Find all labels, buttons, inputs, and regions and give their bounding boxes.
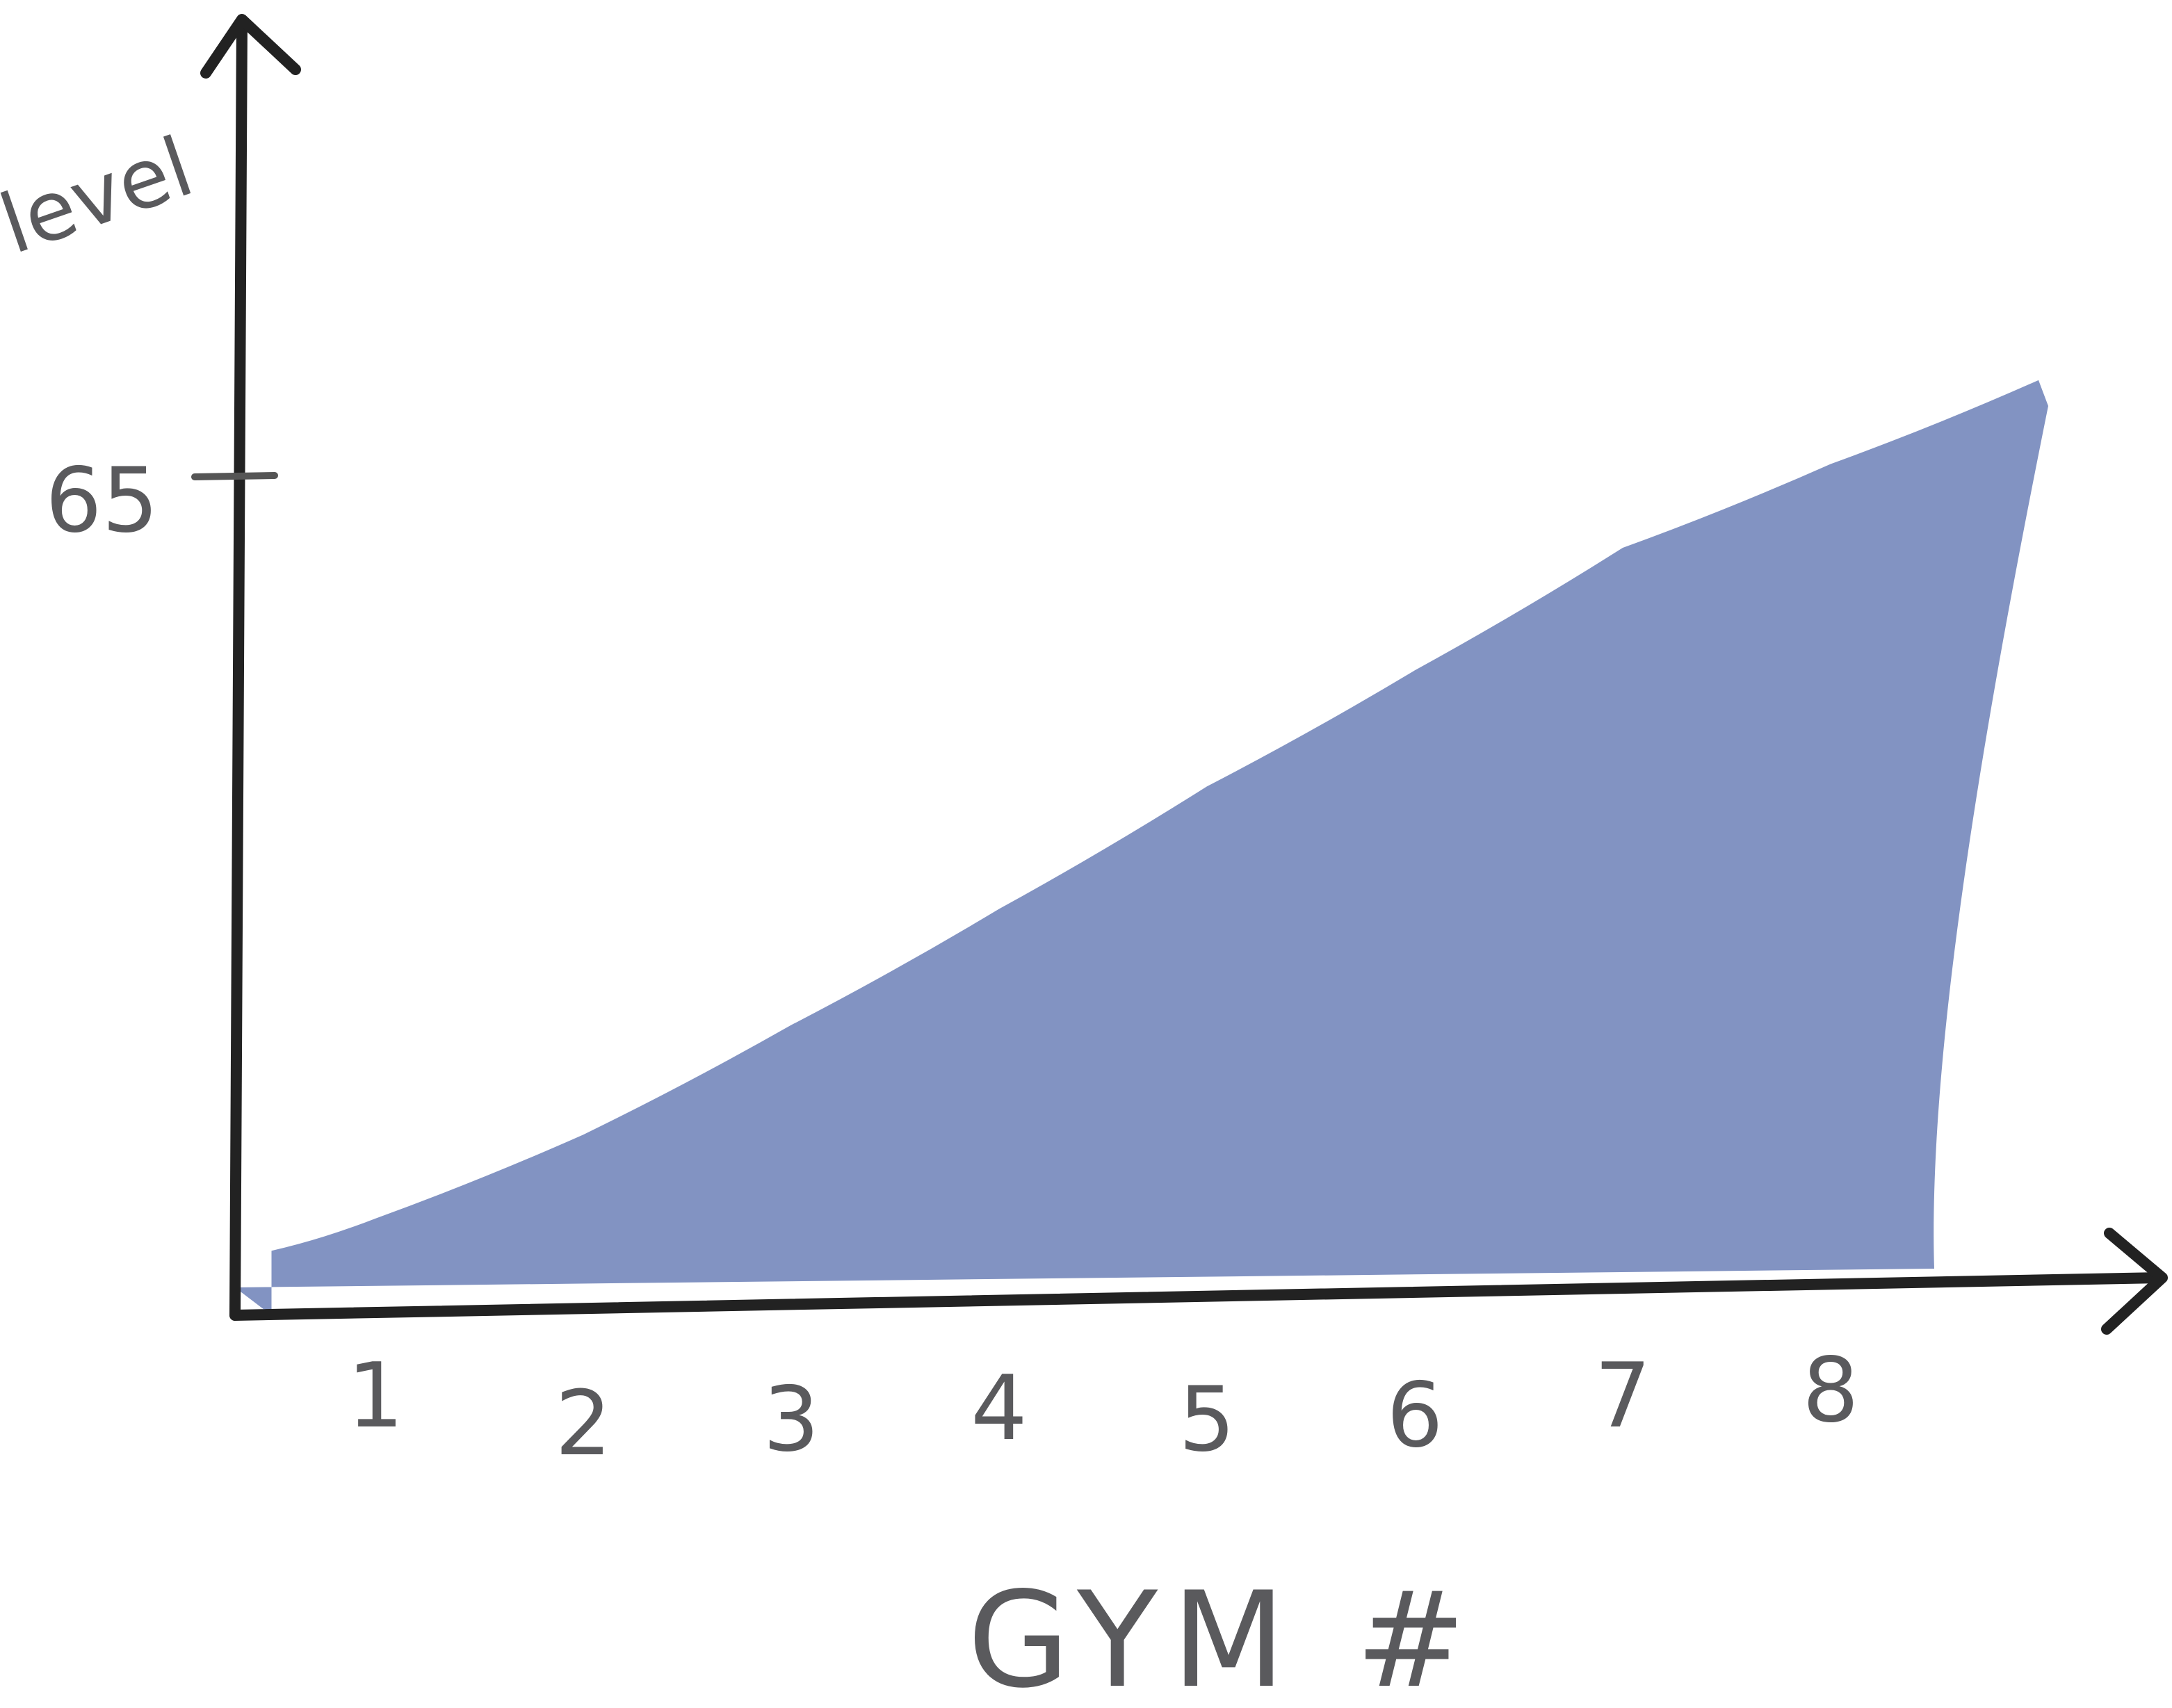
x-tick-label: 4 [971,1357,1027,1461]
x-tick-label: 2 [555,1372,611,1476]
y-axis-arrowhead [200,14,301,79]
y-tick-labels: 65 [45,449,159,553]
x-tick-label: 8 [1802,1339,1858,1442]
x-axis-line [229,1272,2166,1321]
y-axis-label: level [0,118,204,273]
axes [191,14,2168,1335]
x-tick-labels: 1 2 3 4 5 6 7 8 [347,1339,1858,1476]
x-axis-arrowhead [2101,1228,2168,1335]
x-tick-label: 3 [763,1368,819,1472]
x-tick-label: 6 [1386,1364,1443,1467]
y-tick-label: 65 [45,449,159,553]
y-tick-mark [191,472,278,480]
x-tick-label: 5 [1178,1368,1235,1472]
x-tick-label: 1 [347,1344,403,1448]
area-fill [235,380,2048,1315]
x-axis-label: GYM # [967,1563,1480,1708]
x-tick-label: 7 [1594,1344,1651,1448]
y-axis-line [229,15,248,1321]
